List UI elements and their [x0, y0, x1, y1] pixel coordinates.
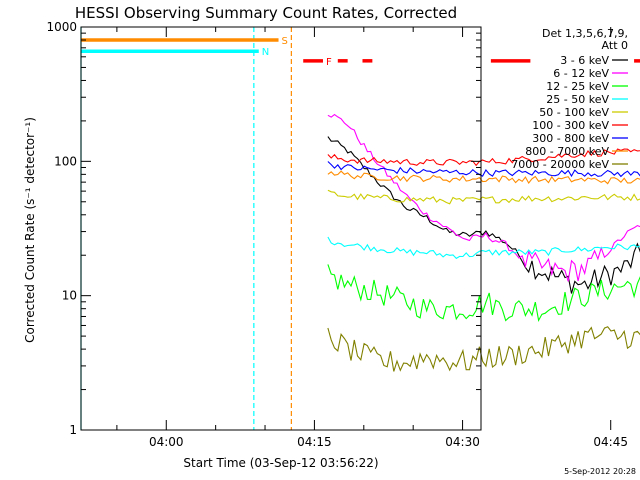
series-line-8 — [327, 170, 640, 185]
flag-s-label: S — [282, 36, 288, 47]
y-tick-label-3: 100 — [54, 154, 77, 168]
y-tick-label-2: 10 — [62, 289, 77, 303]
footer-date: 5-Sep-2012 20:28 — [564, 467, 636, 476]
x-tick-label-4: 04:45 — [593, 435, 628, 449]
series-line-9 — [327, 326, 640, 372]
legend-header-line-1: Det 1,3,5,6,7,9, — [542, 27, 628, 40]
plot-area: SNF110100100004:0004:1504:3004:4505:0005… — [46, 20, 640, 449]
legend-label-4: 25 - 50 keV — [546, 93, 609, 106]
legend-label-1: 3 - 6 keV — [560, 54, 609, 67]
series-line-6 — [327, 148, 640, 167]
plot-frame — [80, 26, 482, 431]
legend-label-8: 800 - 7000 keV — [525, 145, 609, 158]
legend-label-7: 300 - 800 keV — [532, 132, 609, 145]
legend-label-5: 50 - 100 keV — [539, 106, 609, 119]
series-line-4 — [327, 236, 640, 260]
legend-label-6: 100 - 300 keV — [532, 119, 609, 132]
series-line-7 — [327, 161, 640, 178]
x-axis-label: Start Time (03-Sep-12 03:56:22) — [183, 456, 378, 470]
legend-header-line-2: Att 0 — [602, 39, 628, 52]
x-tick-label-3: 04:30 — [445, 435, 480, 449]
series-line-3 — [327, 264, 640, 323]
series-line-5 — [327, 189, 640, 205]
x-tick-label-1: 04:00 — [149, 435, 184, 449]
y-axis-label: Corrected Count Rate (s⁻¹ detector⁻¹) — [23, 117, 37, 343]
legend-label-9: 7000 - 20000 keV — [511, 158, 609, 171]
legend-label-3: 12 - 25 keV — [546, 80, 609, 93]
y-tick-label-4: 1000 — [46, 20, 77, 34]
series-line-1 — [327, 136, 640, 294]
x-tick-label-2: 04:15 — [297, 435, 332, 449]
flag-n-label: N — [262, 47, 269, 58]
series-line-2 — [327, 113, 640, 282]
chart-title: HESSI Observing Summary Count Rates, Cor… — [75, 4, 457, 22]
y-tick-label-1: 1 — [69, 423, 77, 437]
legend-label-2: 6 - 12 keV — [553, 67, 609, 80]
flag-f-label: F — [326, 57, 332, 68]
